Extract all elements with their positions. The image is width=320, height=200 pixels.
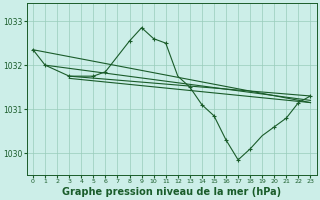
X-axis label: Graphe pression niveau de la mer (hPa): Graphe pression niveau de la mer (hPa) [62, 187, 281, 197]
